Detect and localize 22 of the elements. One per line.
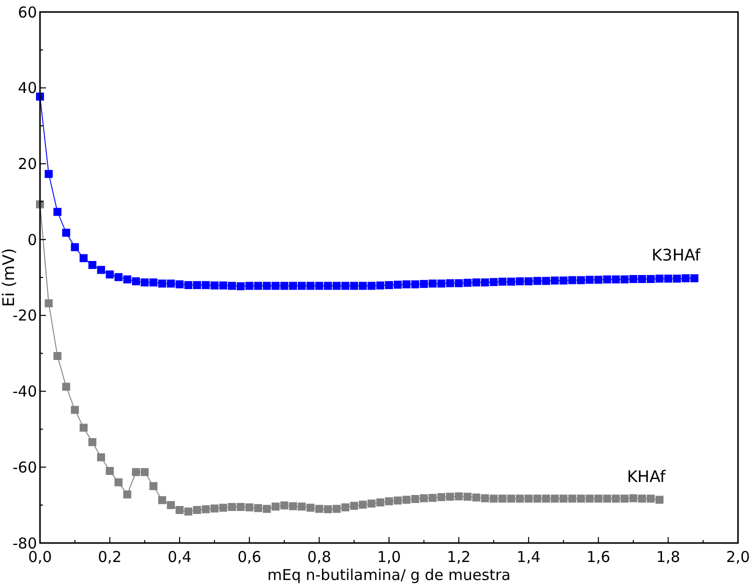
x-tick-label: 1,0 <box>377 548 401 566</box>
x-axis-title: mEq n-butilamina/ g de muestra <box>267 566 511 584</box>
x-tick-label: 0,4 <box>168 548 192 566</box>
series-label: K3HAf <box>652 245 701 264</box>
x-tick-label: 0,2 <box>98 548 122 566</box>
y-axis-title: Ei (mV) <box>0 248 18 307</box>
x-tick-label: 1,8 <box>656 548 680 566</box>
x-tick-label: 2,0 <box>726 548 750 566</box>
x-tick-label: 1,4 <box>516 548 541 566</box>
y-tick-label: 40 <box>18 79 37 98</box>
y-tick-label: -20 <box>12 306 37 325</box>
y-tick-label: 60 <box>18 3 37 22</box>
y-tick-label: 20 <box>18 154 37 173</box>
x-tick-label: 0,6 <box>237 548 262 566</box>
y-tick-label: -40 <box>12 382 37 401</box>
y-tick-label: 0 <box>27 230 37 249</box>
x-tick-label: 1,6 <box>586 548 610 566</box>
x-tick-label: 1,2 <box>446 548 471 566</box>
series-label: KHAf <box>626 466 666 486</box>
y-tick-label: -60 <box>12 458 37 476</box>
x-tick-label: 0,8 <box>307 548 332 566</box>
x-tick-label: 0,0 <box>28 548 52 566</box>
